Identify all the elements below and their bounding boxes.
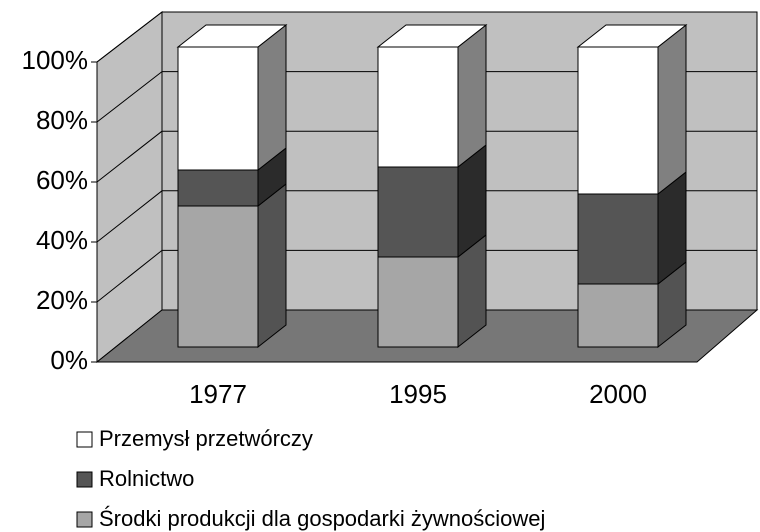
bar-segment [177, 46, 259, 171]
grid-line [96, 130, 163, 183]
y-tick-label: 0% [50, 345, 88, 375]
y-tick-label: 80% [36, 105, 88, 135]
side-wall [96, 10, 163, 364]
y-tick-label: 60% [36, 165, 88, 195]
bar-side [457, 23, 487, 169]
legend-swatch [76, 471, 93, 488]
grid-line [96, 250, 163, 303]
legend-label: Środki produkcji dla gospodarki żywności… [99, 506, 545, 531]
bar-side [257, 182, 287, 349]
y-tick-label: 40% [36, 225, 88, 255]
grid-line [96, 71, 163, 123]
bar-segment [577, 283, 659, 348]
bar-segment [177, 205, 259, 348]
legend-label: Przemysł przetwórczy [99, 426, 313, 451]
y-tick-label: 100% [22, 45, 89, 75]
legend-swatch [76, 511, 93, 528]
bar-top [176, 24, 288, 48]
bar-top [576, 24, 688, 48]
grid-line [96, 11, 163, 63]
bar-segment [177, 169, 259, 207]
bar-segment [377, 256, 459, 348]
bar-segment [377, 46, 459, 168]
legend-swatch [76, 431, 93, 448]
y-tick-label: 20% [36, 285, 88, 315]
x-tick-label: 2000 [589, 379, 647, 409]
bar-segment [377, 166, 459, 258]
bar-segment [577, 46, 659, 195]
x-tick-label: 1995 [389, 379, 447, 409]
bar-top [376, 24, 488, 48]
bar-segment [577, 193, 659, 285]
grid-line [96, 190, 163, 243]
legend-label: Rolnictwo [99, 466, 194, 491]
x-tick-label: 1977 [189, 379, 247, 409]
bar-side [257, 23, 287, 172]
bar-side [657, 23, 687, 196]
